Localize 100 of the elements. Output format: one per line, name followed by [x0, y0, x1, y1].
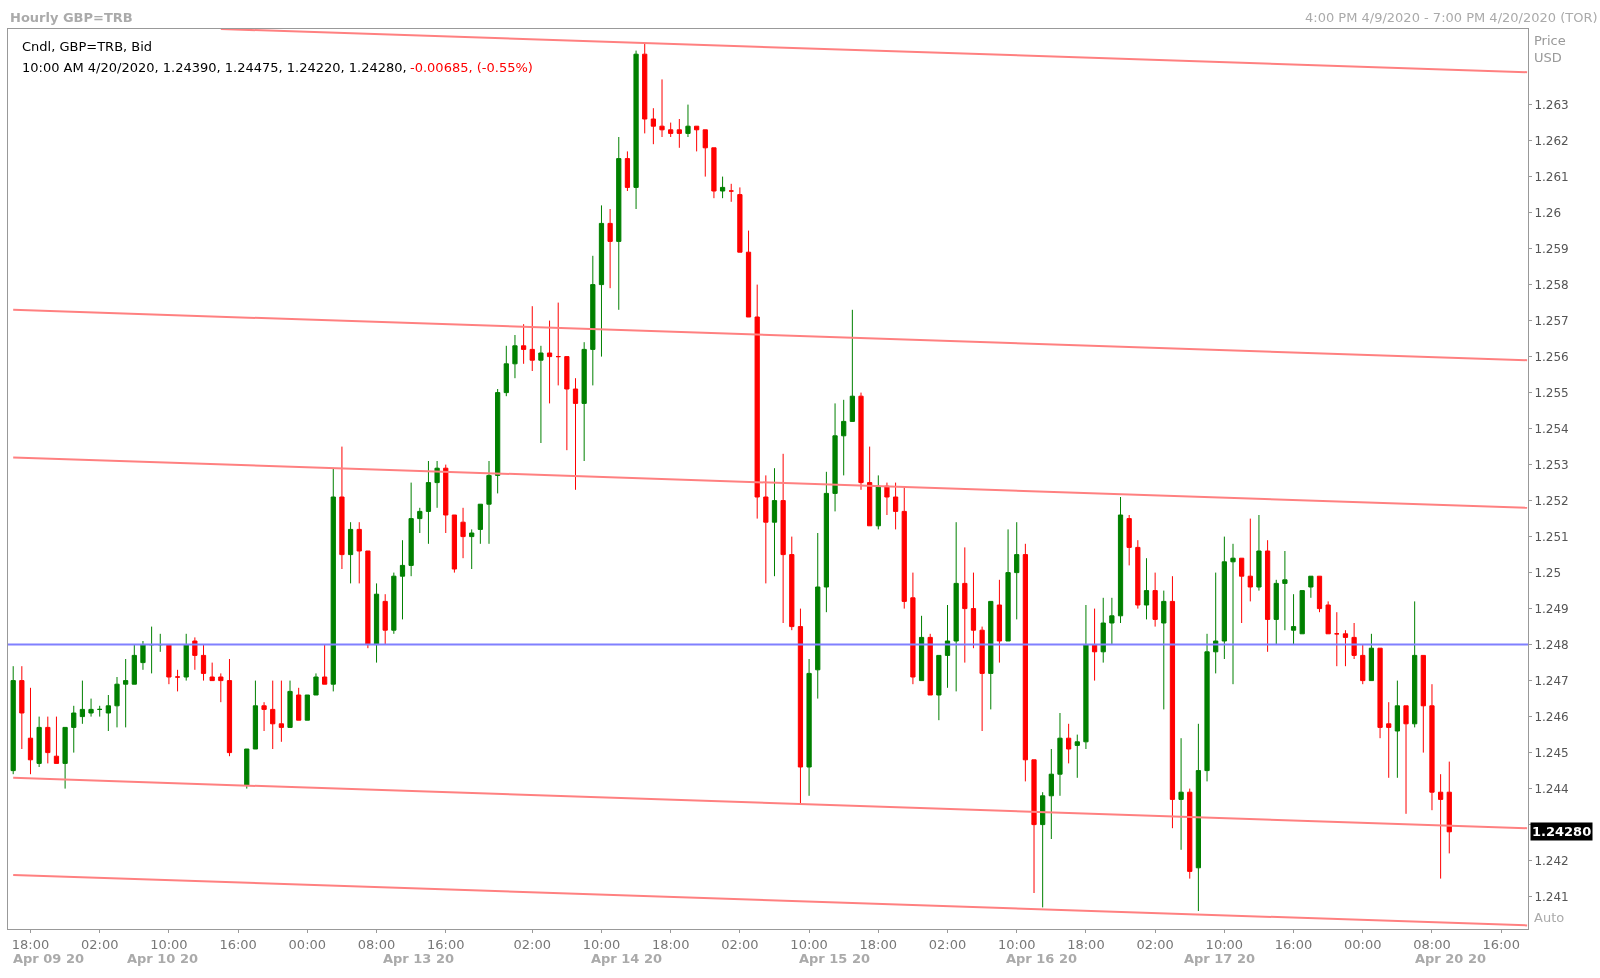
candlestick: [1066, 723, 1072, 764]
y-tick-label: 1.247: [1534, 673, 1569, 688]
candlestick: [417, 507, 423, 534]
candlestick: [771, 467, 778, 577]
candlestick: [1420, 654, 1426, 754]
candlestick: [1394, 680, 1400, 779]
candlestick: [668, 122, 674, 138]
candlestick: [1351, 622, 1357, 660]
text: Apr 13 20: [383, 951, 455, 966]
x-tick-label: 18:00: [651, 936, 690, 952]
candlestick: [520, 323, 527, 365]
text: Apr 17 20: [1184, 951, 1256, 966]
candlestick: [754, 284, 760, 520]
x-tick-label: 02:00: [80, 936, 119, 952]
candlestick: [278, 680, 284, 743]
x-tick-label: 10:00: [790, 936, 828, 952]
x-tick-label: 08:00: [1413, 936, 1451, 952]
candlestick: [624, 150, 631, 192]
candlestick: [1109, 597, 1115, 646]
candlestick: [806, 658, 812, 797]
y-tick-label: 1.25: [1534, 565, 1562, 580]
candlestick: [867, 446, 873, 527]
candlestick: [910, 572, 916, 685]
x-tick-label: 10:00: [997, 936, 1036, 952]
candlestick: [226, 658, 233, 757]
candlestick: [659, 78, 665, 138]
candlestick: [1022, 543, 1028, 782]
candlestick: [1386, 701, 1392, 779]
y-tick-label: 1.252: [1534, 493, 1569, 508]
candlestick: [244, 748, 250, 790]
candlestick: [1213, 572, 1219, 674]
candlestick: [477, 503, 483, 545]
x-tick-label: 18:00: [11, 936, 50, 952]
candlestick: [1403, 705, 1409, 815]
y-tick-label: 1.256: [1534, 349, 1569, 364]
candlestick: [962, 546, 968, 664]
candlestick: [711, 147, 717, 199]
candlestick: [815, 532, 821, 700]
candlestick: [763, 474, 769, 584]
candlestick: [192, 636, 198, 671]
text: Apr 14 20: [591, 951, 663, 966]
candlestick: [598, 204, 605, 358]
candlestick: [1152, 572, 1158, 628]
candlestick: [1334, 611, 1340, 667]
text: Apr 20 20: [1415, 951, 1487, 966]
candlestick: [1290, 593, 1297, 646]
y-tick-label: 1.255: [1534, 385, 1569, 400]
candlestick: [347, 521, 354, 584]
annotation: 10:00 AM 4/20/2020, 1.24390, 1.24475, 1.24220, 1.24280,: [22, 60, 407, 75]
candlestick: [1005, 528, 1011, 642]
candlestick: [425, 460, 432, 545]
candlestick: [676, 118, 682, 149]
candlestick: [694, 125, 700, 152]
candlestick: [633, 50, 639, 210]
candlestick: [832, 402, 838, 512]
candlestick: [1342, 629, 1349, 667]
y-tick-label: 1.259: [1534, 241, 1569, 256]
candlestick: [849, 309, 855, 422]
y-tick-label: 1.251: [1534, 529, 1569, 544]
candlestick: [1143, 557, 1150, 620]
candlestick: [1221, 536, 1227, 660]
y-tick-label: 1.26: [1534, 205, 1562, 220]
text: Apr 15 20: [799, 951, 871, 966]
text: Apr 10 20: [127, 951, 199, 966]
y-tick-label: 1.257: [1534, 313, 1569, 328]
candlestick: [1161, 590, 1167, 710]
candlestick: [1316, 575, 1323, 613]
candlestick: [486, 460, 492, 545]
candlestick: [123, 658, 129, 728]
candlestick: [434, 460, 440, 509]
candlestick: [1360, 644, 1366, 685]
candlestick: [841, 399, 847, 476]
candlestick: [304, 694, 310, 721]
x-tick-label: 16:00: [219, 936, 257, 952]
candlestick: [1429, 683, 1435, 811]
candlestick: [469, 528, 475, 570]
candlestick: [1282, 550, 1288, 631]
candlestick: [745, 230, 752, 318]
y-tick-label: 1.249: [1534, 601, 1569, 616]
candlestick: [296, 687, 302, 721]
candlestick: [607, 208, 613, 289]
candlestick: [261, 701, 267, 732]
candlestick: [1195, 723, 1202, 912]
candlestick: [780, 453, 786, 624]
candlestick: [728, 183, 734, 203]
candlestick: [19, 665, 25, 750]
candlestick: [1299, 590, 1305, 635]
x-tick-label: 00:00: [1344, 936, 1382, 952]
candlestick: [322, 644, 328, 685]
candlestick: [1048, 748, 1054, 840]
x-tick-label: 08:00: [357, 936, 396, 952]
candlestick: [114, 676, 120, 728]
x-tick-label: 02:00: [721, 936, 759, 952]
candlestick: [564, 356, 570, 451]
candlestick: [166, 644, 172, 685]
candlestick: [1230, 543, 1236, 685]
x-tick-label: 16:00: [1274, 936, 1313, 952]
candlestick: [460, 507, 466, 559]
candlestick: [1057, 712, 1063, 797]
text: Apr 16 20: [1006, 951, 1078, 966]
